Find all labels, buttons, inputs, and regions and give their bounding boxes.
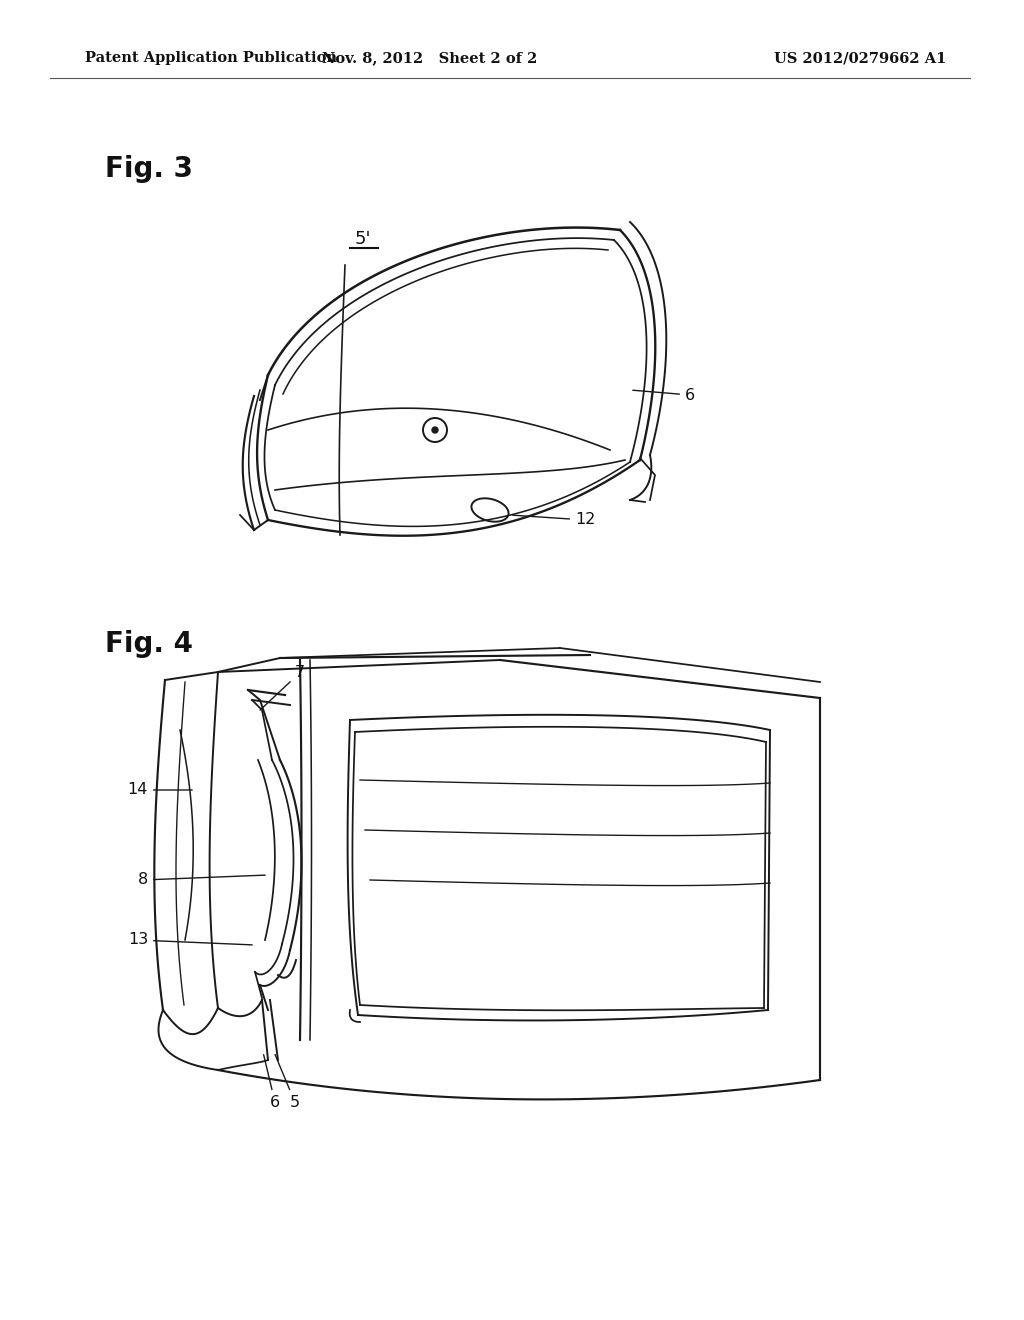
Text: 14: 14 xyxy=(128,783,193,797)
Circle shape xyxy=(432,426,438,433)
Text: US 2012/0279662 A1: US 2012/0279662 A1 xyxy=(774,51,946,65)
Text: 12: 12 xyxy=(513,512,595,528)
Text: 5': 5' xyxy=(354,230,372,248)
Text: Patent Application Publication: Patent Application Publication xyxy=(85,51,337,65)
Text: 6: 6 xyxy=(263,1055,280,1110)
Text: Nov. 8, 2012   Sheet 2 of 2: Nov. 8, 2012 Sheet 2 of 2 xyxy=(323,51,538,65)
Text: 13: 13 xyxy=(128,932,252,948)
Text: Fig. 4: Fig. 4 xyxy=(105,630,193,657)
Text: 8: 8 xyxy=(138,873,265,887)
Text: Fig. 3: Fig. 3 xyxy=(105,154,193,183)
Text: 7: 7 xyxy=(260,665,305,710)
Text: 6: 6 xyxy=(633,388,695,403)
Text: 5: 5 xyxy=(275,1055,300,1110)
